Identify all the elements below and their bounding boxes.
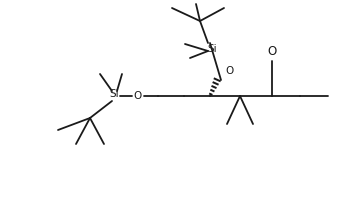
Text: O: O (225, 66, 233, 76)
Text: Si: Si (207, 44, 217, 54)
Text: O: O (267, 44, 276, 57)
Text: Si: Si (109, 89, 119, 99)
Text: O: O (134, 91, 142, 101)
